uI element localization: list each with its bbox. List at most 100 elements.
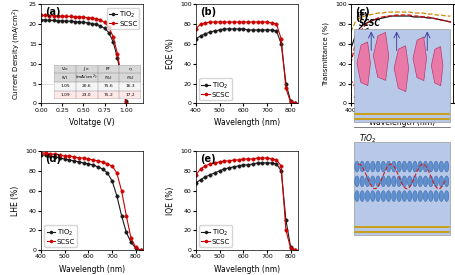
FancyBboxPatch shape (354, 29, 450, 122)
Circle shape (386, 191, 391, 202)
TiO$_2$ (384, 15, 390, 19)
TiO$_2$ (389, 14, 394, 18)
Circle shape (402, 191, 407, 202)
X-axis label: Voltatge (V): Voltatge (V) (69, 118, 115, 127)
SCSC (425, 15, 430, 19)
Circle shape (434, 176, 438, 187)
SCSC (380, 15, 385, 19)
TiO$_2$ (439, 18, 444, 22)
SCSC (366, 20, 372, 24)
SCSC (394, 13, 399, 17)
Circle shape (355, 191, 359, 202)
TiO$_2$ (362, 22, 367, 26)
Legend: TiO$_2$, SCSC: TiO$_2$, SCSC (45, 226, 77, 247)
Circle shape (434, 191, 438, 202)
ITO/Glass (430, 12, 435, 16)
Circle shape (445, 176, 449, 187)
SCSC (384, 14, 390, 18)
Text: SCSC: SCSC (359, 19, 381, 28)
Polygon shape (431, 46, 443, 86)
Circle shape (365, 176, 370, 187)
TiO$_2$ (411, 15, 417, 19)
Line: SCSC: SCSC (351, 15, 450, 64)
SCSC (443, 19, 449, 23)
Circle shape (439, 176, 444, 187)
ITO/Glass (425, 12, 430, 16)
ITO/Glass (366, 13, 372, 17)
TiO$_2$ (375, 17, 381, 21)
ITO/Glass (439, 13, 444, 17)
ITO/Glass (348, 30, 354, 34)
SCSC (411, 14, 417, 18)
Circle shape (392, 191, 396, 202)
X-axis label: Wavelength (nm): Wavelength (nm) (214, 118, 280, 127)
SCSC (357, 30, 363, 34)
Circle shape (439, 191, 444, 202)
SCSC (389, 14, 394, 18)
SCSC (420, 15, 426, 19)
ITO/Glass (407, 10, 412, 14)
Circle shape (418, 176, 423, 187)
Circle shape (365, 161, 370, 172)
TiO$_2$ (425, 16, 430, 20)
TiO$_2$ (394, 14, 399, 18)
ITO/Glass (420, 11, 426, 15)
ITO/Glass (380, 11, 385, 15)
Circle shape (418, 191, 423, 202)
Circle shape (376, 161, 380, 172)
Y-axis label: LHE (%): LHE (%) (10, 186, 20, 216)
ITO/Glass (411, 11, 417, 15)
TiO$_2$ (430, 16, 435, 20)
Text: (a): (a) (45, 7, 61, 17)
Circle shape (381, 161, 385, 172)
ITO/Glass (434, 13, 440, 17)
ITO/Glass (394, 10, 399, 14)
SCSC (362, 24, 367, 28)
ITO/Glass (357, 16, 363, 20)
ITO/Glass (398, 10, 404, 14)
Circle shape (392, 176, 396, 187)
Circle shape (407, 161, 412, 172)
Circle shape (376, 176, 380, 187)
Circle shape (413, 191, 417, 202)
Y-axis label: IQE (%): IQE (%) (166, 186, 175, 215)
Text: (e): (e) (200, 154, 216, 164)
Text: $TiO_2$: $TiO_2$ (359, 132, 377, 145)
Circle shape (360, 191, 364, 202)
ITO/Glass (353, 20, 358, 24)
Circle shape (402, 161, 407, 172)
SCSC (416, 14, 421, 18)
Circle shape (355, 161, 359, 172)
Circle shape (413, 176, 417, 187)
Polygon shape (373, 32, 389, 80)
Circle shape (376, 191, 380, 202)
Legend: TiO$_2$, SCSC: TiO$_2$, SCSC (199, 78, 232, 100)
ITO/Glass (448, 14, 453, 18)
ITO/Glass (443, 14, 449, 18)
Y-axis label: Current Density (mA/cm$^2$): Current Density (mA/cm$^2$) (11, 7, 23, 100)
Polygon shape (394, 46, 409, 92)
Circle shape (397, 191, 401, 202)
Circle shape (423, 161, 428, 172)
Circle shape (402, 176, 407, 187)
ITO/Glass (371, 12, 376, 16)
Circle shape (423, 191, 428, 202)
TiO$_2$ (366, 20, 372, 24)
Circle shape (439, 161, 444, 172)
Circle shape (418, 161, 423, 172)
TiO$_2$ (398, 14, 404, 18)
Circle shape (407, 191, 412, 202)
Circle shape (381, 176, 385, 187)
X-axis label: Wavelength (nm): Wavelength (nm) (214, 265, 280, 274)
TiO$_2$ (407, 14, 412, 18)
Text: (c): (c) (355, 7, 369, 17)
SCSC (402, 13, 408, 17)
Circle shape (370, 191, 375, 202)
Circle shape (360, 176, 364, 187)
Circle shape (397, 176, 401, 187)
Y-axis label: Transmittance (%): Transmittance (%) (323, 22, 329, 86)
TiO$_2$ (353, 34, 358, 37)
Circle shape (365, 191, 370, 202)
Y-axis label: EQE (%): EQE (%) (166, 38, 175, 69)
Circle shape (355, 176, 359, 187)
